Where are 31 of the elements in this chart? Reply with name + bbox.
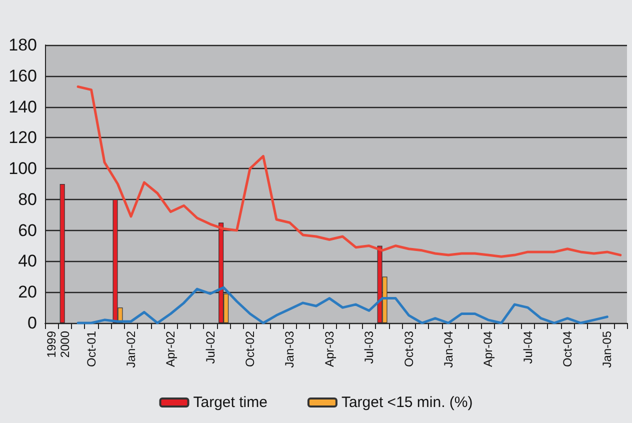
y-tick-label: 120 <box>8 128 37 148</box>
y-tick-label: 80 <box>18 190 37 209</box>
legend-label: Target <15 min. (%) <box>341 394 473 411</box>
x-tick-label: 2000 <box>58 330 72 358</box>
line-series <box>76 85 622 258</box>
x-tick-label: Oct-01 <box>84 330 98 368</box>
x-tick-label: Oct-02 <box>243 330 258 368</box>
y-tick-label: 140 <box>8 97 37 116</box>
x-tick-label: Jan-04 <box>441 330 456 368</box>
y-tick-label: 160 <box>8 66 37 86</box>
x-tick-label: 1999 <box>44 330 59 358</box>
x-tick-label: Oct-04 <box>560 330 574 368</box>
legend-label: Target time <box>193 394 268 411</box>
y-tick-label: 60 <box>18 220 37 240</box>
y-tick-label: 20 <box>18 282 37 302</box>
x-tick-label: Apr-02 <box>164 330 178 368</box>
y-tick-label: 40 <box>18 252 37 271</box>
y-tick-label: 180 <box>8 36 37 54</box>
x-tick-label: Jan-02 <box>124 330 138 368</box>
x-tick-label: Jan-05 <box>600 330 614 368</box>
y-tick-label: 0 <box>28 314 37 332</box>
x-tick-label: Apr-04 <box>481 330 496 368</box>
line-series <box>76 286 608 324</box>
x-tick-label: Apr-03 <box>322 330 336 368</box>
x-tick-label: Jan-03 <box>282 330 297 368</box>
x-tick-label: Jul-02 <box>203 330 218 364</box>
x-tick-label: Oct-03 <box>402 330 416 368</box>
bar <box>60 184 65 323</box>
x-tick-label: Jul-03 <box>362 330 376 364</box>
x-tick-label: Jul-04 <box>520 330 535 364</box>
y-tick-label: 100 <box>8 159 37 178</box>
